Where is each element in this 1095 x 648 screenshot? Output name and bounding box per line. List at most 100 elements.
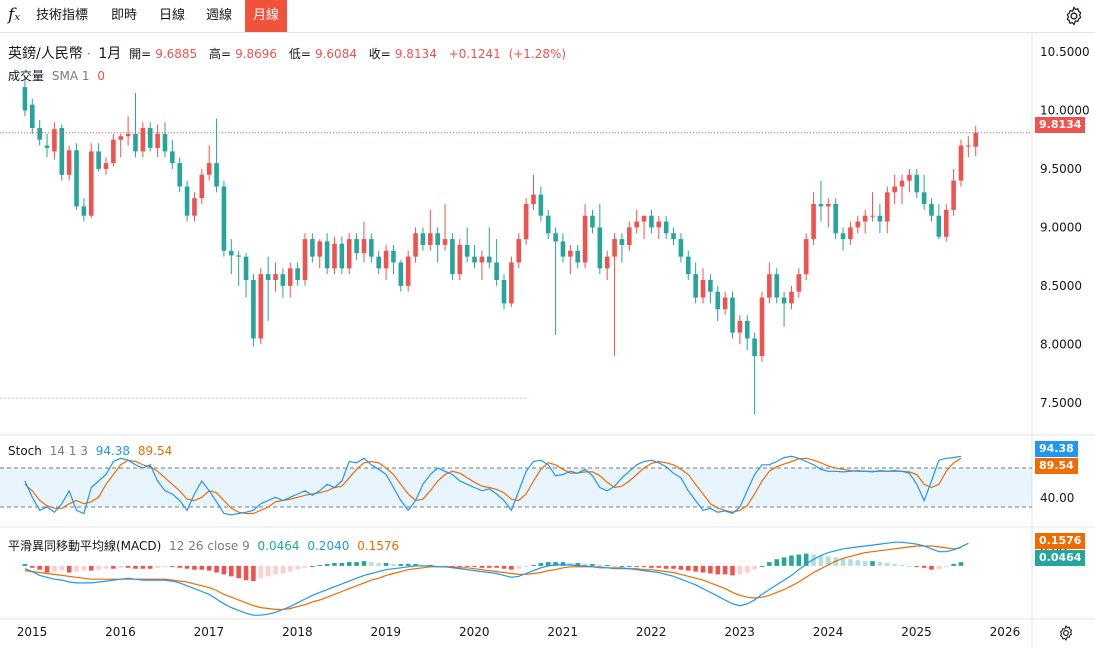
macd-histogram-bar	[383, 563, 389, 566]
candle	[450, 233, 455, 281]
candle-body	[464, 244, 470, 257]
macd-histogram-bar	[523, 565, 529, 567]
candle	[44, 133, 50, 158]
candle	[531, 174, 536, 210]
open-label: 開=	[129, 47, 152, 61]
candle-body	[708, 280, 713, 292]
macd-label[interactable]: 平滑異同移動平均線(MACD)	[8, 539, 162, 553]
axis-settings-gear-icon[interactable]	[1057, 624, 1075, 642]
macd-signal-line	[24, 545, 962, 611]
macd-histogram-bar	[796, 554, 802, 566]
candle	[700, 268, 706, 304]
candle-body	[486, 256, 492, 263]
macd-histogram-bar	[509, 565, 514, 570]
candle	[862, 209, 868, 234]
candle	[722, 291, 728, 316]
candle-body	[884, 192, 890, 222]
candle	[81, 198, 87, 222]
symbol-name[interactable]: 英鎊/人民幣	[8, 46, 83, 62]
macd-histogram-bar	[228, 565, 234, 577]
candle	[369, 233, 374, 263]
candle-body	[192, 198, 197, 216]
candle-body	[685, 256, 691, 275]
candle	[214, 118, 219, 193]
candle	[428, 209, 433, 251]
candle-body	[339, 243, 345, 269]
stoch-label[interactable]: Stoch	[8, 444, 42, 458]
macd-histogram-bar	[398, 564, 404, 566]
candle	[486, 227, 492, 269]
candle	[228, 239, 234, 275]
candle-body	[818, 204, 824, 207]
tab-realtime[interactable]: 即時	[111, 8, 138, 23]
macd-histogram-bar	[88, 565, 94, 571]
candle-body	[634, 221, 639, 228]
change-value: +0.1241	[448, 47, 501, 61]
stoch-axis-tick: 40.00	[1040, 491, 1074, 505]
stoch-legend: Stoch 14 1 3 94.38 89.54	[8, 444, 176, 458]
candle-body	[494, 262, 499, 281]
macd-histogram-bar	[560, 562, 566, 566]
macd-histogram-bar	[531, 564, 536, 566]
candle-body	[855, 221, 861, 228]
candle-body	[52, 129, 57, 152]
volume-label[interactable]: 成交量	[8, 69, 45, 83]
candle	[155, 124, 160, 158]
indicator-fx-icon[interactable]: fₓ	[8, 5, 21, 25]
candle	[501, 274, 507, 310]
candle	[899, 174, 905, 205]
candle-body	[833, 204, 838, 234]
candle-body	[265, 274, 271, 281]
macd-histogram-bar	[280, 565, 286, 574]
macd-histogram-bar	[870, 561, 875, 566]
candle	[907, 168, 912, 193]
macd-histogram-bar	[133, 565, 138, 569]
macd-histogram-bar	[634, 565, 639, 567]
candle	[339, 236, 345, 275]
macd-histogram-bar	[884, 563, 890, 566]
tab-monthly[interactable]: 月線	[245, 0, 288, 32]
time-axis-tick: 2015	[17, 625, 48, 639]
candle-body	[88, 151, 94, 216]
candle-body	[44, 145, 50, 148]
macd-histogram-bar	[125, 565, 131, 568]
macd-histogram-bar	[405, 564, 411, 566]
macd-histogram-bar	[951, 564, 956, 566]
candle-body	[302, 239, 308, 281]
price-axis-tick: 9.5000	[1040, 162, 1082, 176]
candle-body	[907, 174, 912, 181]
macd-histogram-bar	[236, 565, 241, 579]
macd-signal-tag: 0.1576	[1035, 533, 1086, 549]
candle-body	[870, 215, 875, 217]
macd-histogram-bar	[52, 565, 57, 572]
macd-histogram-bar	[66, 565, 72, 573]
tab-weekly[interactable]: 週線	[206, 8, 233, 23]
candle-body	[170, 151, 175, 164]
candle	[708, 274, 713, 304]
time-axis-tick: 2026	[990, 625, 1021, 639]
candle	[192, 192, 197, 222]
macd-histogram-bar	[140, 565, 146, 569]
macd-histogram-bar	[155, 565, 160, 568]
candle-body	[693, 274, 698, 298]
candle	[199, 168, 205, 205]
toolbar: fₓ 技術指標 即時 日線 週線 月線	[0, 0, 1095, 33]
candle-body	[59, 128, 65, 175]
candle-body	[96, 151, 101, 169]
candle	[671, 227, 676, 245]
candle-body	[604, 256, 610, 269]
macd-histogram-bar	[346, 562, 352, 566]
tab-daily[interactable]: 日線	[159, 8, 186, 23]
tab-indicators[interactable]: 技術指標	[36, 8, 89, 23]
candle-body	[118, 136, 124, 140]
candle-body	[472, 256, 477, 263]
settings-gear-icon[interactable]	[1063, 5, 1085, 27]
candle	[914, 168, 920, 199]
candle-body	[450, 239, 455, 275]
macd-histogram-bar	[354, 562, 359, 566]
candle	[641, 215, 647, 240]
candle	[221, 180, 227, 257]
candle-body	[663, 221, 669, 234]
chart-area[interactable]: 10.5000 10.0000 9.5000 9.0000 8.5000 8.0000 7.…	[0, 33, 1095, 648]
candle	[958, 139, 964, 187]
